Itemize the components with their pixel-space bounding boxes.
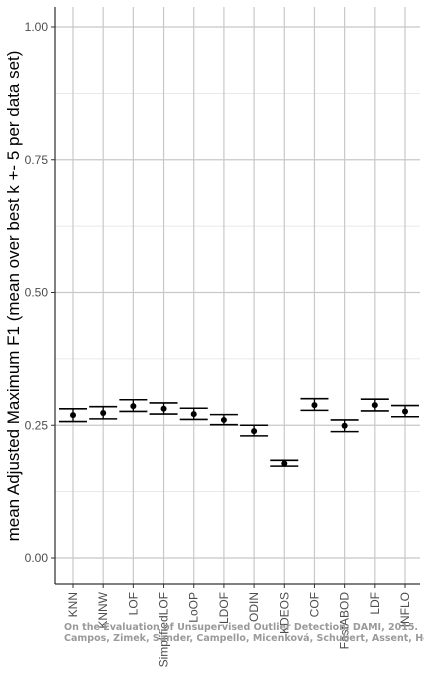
mean-point <box>160 405 167 412</box>
errorbar-kdeos <box>270 459 299 467</box>
x-tick-label: SimplifiedLOF <box>157 592 171 667</box>
x-tick-label: KNN <box>66 592 80 617</box>
mean-point <box>371 402 378 409</box>
errorbar-knnw <box>89 405 118 420</box>
y-tick-label: 1.00 <box>25 20 49 34</box>
mean-point <box>70 412 76 419</box>
errorbar-simplifiedlof <box>149 402 178 415</box>
y-axis-title: mean Adjusted Maximum F1 (mean over best… <box>4 51 23 542</box>
x-axis-ticks: KNN KNNW LOF SimplifiedLOF LoOP LDOF ODIN KDEOS… <box>66 584 412 667</box>
errorbar-lof <box>119 398 148 413</box>
x-tick-label: KDEOS <box>277 592 291 634</box>
x-tick-label: LoOP <box>187 592 201 623</box>
x-tick-label: INFLO <box>398 592 412 627</box>
errorbar-fastabod <box>330 419 359 433</box>
x-tick-label: ODIN <box>247 592 261 622</box>
error-bars <box>59 397 419 467</box>
watermark-line-2: Campos, Zimek, Sander, Campello, Micenko… <box>64 633 424 644</box>
watermark-line-1: On the Evaluation of Unsupervised Outlie… <box>64 622 418 633</box>
mean-point <box>220 416 227 423</box>
y-tick-label: 0.00 <box>25 551 49 565</box>
errorbar-inflo <box>391 404 419 418</box>
x-tick-label: LDOF <box>217 592 231 624</box>
x-tick-label: LOF <box>126 592 140 615</box>
mean-point <box>130 403 137 410</box>
x-tick-label: COF <box>307 592 321 617</box>
x-tick-label: KNNW <box>96 591 110 628</box>
mean-point <box>190 411 197 418</box>
grid-lines <box>55 7 420 584</box>
errorbar-odin <box>240 424 269 437</box>
x-tick-label: FastABOD <box>338 592 352 650</box>
mean-point <box>311 402 318 409</box>
mean-point <box>281 460 288 467</box>
errorbar-knn <box>59 407 87 423</box>
errorbar-ldf <box>360 398 389 412</box>
mean-point <box>402 408 408 415</box>
mean-point <box>251 428 258 435</box>
x-tick-label: LDF <box>368 592 382 615</box>
y-tick-label: 0.25 <box>25 418 49 432</box>
errorbar-cof <box>300 397 329 412</box>
mean-point <box>341 422 348 429</box>
y-tick-label: 0.50 <box>25 286 49 300</box>
y-axis-ticks: 0.00 0.25 0.50 0.75 1.00 <box>25 20 55 565</box>
y-tick-label: 0.75 <box>25 153 49 167</box>
axes <box>54 7 420 585</box>
errorbar-loop <box>179 407 208 421</box>
errorbar-ldof <box>209 413 238 426</box>
mean-point <box>100 410 107 417</box>
